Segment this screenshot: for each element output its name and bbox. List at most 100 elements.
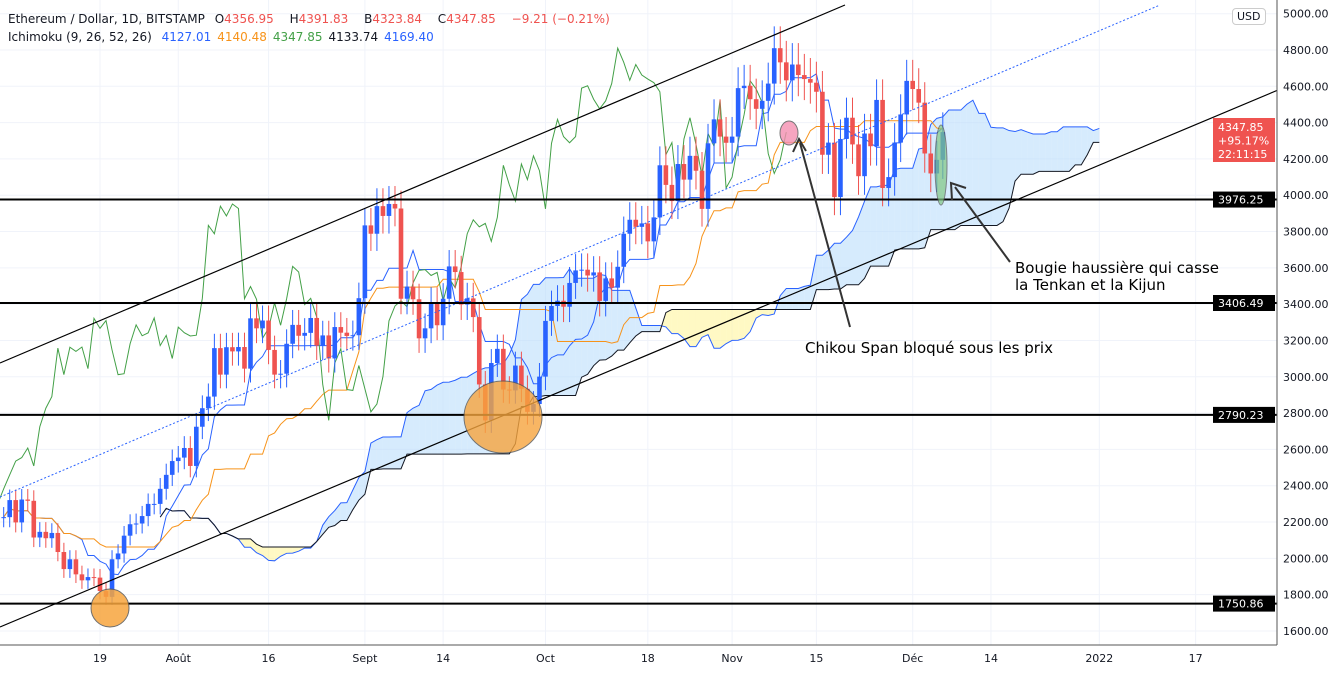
x-tick-label: 18: [641, 652, 655, 665]
y-tick-label: 2600.00: [1283, 443, 1329, 456]
candle-body: [651, 217, 657, 242]
candle-body: [97, 577, 103, 592]
indicator-title[interactable]: Ichimoku (9, 26, 52, 26): [8, 30, 152, 44]
candle-body: [904, 80, 909, 115]
cloud-segment: [738, 309, 745, 341]
cloud-segment: [900, 168, 907, 249]
candle: [320, 320, 326, 360]
candle-body: [422, 328, 428, 339]
arrow-line: [954, 186, 1011, 263]
cloud-segment: [1063, 126, 1070, 172]
cloud-segment: [677, 309, 684, 339]
candle-body: [151, 503, 157, 505]
candle-body: [621, 233, 627, 267]
cloud-segment: [449, 380, 456, 455]
candle-body: [838, 138, 843, 198]
candle: [380, 188, 386, 234]
cloud-segment: [334, 502, 341, 526]
candle-body: [844, 117, 849, 139]
candle-body: [513, 365, 518, 391]
cloud-segment: [665, 309, 672, 334]
candle: [862, 113, 867, 195]
y-tick-label: 1600.00: [1283, 625, 1329, 638]
candle: [549, 290, 554, 336]
candle-body: [109, 559, 115, 597]
candle-body: [332, 327, 338, 359]
candle-body: [49, 532, 55, 539]
candle: [428, 287, 434, 344]
candle-body: [687, 155, 693, 180]
candle-body: [79, 574, 85, 581]
current-price-text: 22:11:15: [1218, 148, 1267, 161]
candle: [910, 59, 915, 110]
level-price-tag: [1213, 191, 1275, 208]
candle-body: [880, 99, 885, 188]
candle-body: [771, 48, 777, 84]
cloud-segment: [370, 439, 377, 470]
candle: [278, 360, 283, 389]
candle: [759, 80, 765, 130]
candle-body: [657, 165, 663, 218]
candle-body: [43, 531, 49, 539]
candle-body: [169, 461, 175, 475]
candle: [290, 309, 295, 359]
highlight-circle: [779, 120, 799, 146]
level-price-tag: [1213, 595, 1275, 612]
cloud-segment: [250, 538, 257, 553]
candle-body: [13, 500, 19, 523]
symbol-title[interactable]: Ethereum / Dollar, 1D, BITSTAMP: [8, 12, 205, 26]
candle-body: [910, 80, 915, 90]
cloud-segment: [1039, 134, 1046, 172]
candle: [458, 255, 464, 320]
candle: [585, 253, 590, 292]
y-tick-label: 3000.00: [1283, 371, 1329, 384]
ichimoku-value: 4140.48: [217, 30, 267, 44]
cloud-segment: [431, 385, 438, 455]
cloud-segment: [358, 471, 365, 501]
cloud-segment: [864, 186, 871, 279]
candle: [188, 436, 193, 478]
x-tick-label: 14: [984, 652, 998, 665]
candle: [85, 568, 91, 589]
candle: [651, 199, 657, 259]
level-price-label: 1750.86: [1218, 598, 1264, 611]
candle-body: [464, 298, 470, 305]
candle-body: [163, 474, 169, 489]
cloud-segment: [262, 546, 269, 561]
level-price-label: 3976.25: [1218, 194, 1264, 207]
candle: [296, 309, 301, 351]
candle: [609, 262, 614, 304]
candle-body: [717, 119, 723, 137]
cloud-segment: [322, 516, 329, 535]
ichimoku-value: 4347.85: [272, 30, 323, 44]
candle-body: [633, 219, 639, 227]
candle-body: [302, 332, 307, 336]
candle-body: [314, 317, 320, 346]
currency-button[interactable]: USD: [1232, 8, 1266, 25]
candle-body: [729, 136, 735, 143]
candle-body: [37, 531, 43, 538]
candle-body: [61, 552, 67, 570]
candle-body: [290, 324, 295, 344]
cloud-segment: [1003, 127, 1010, 222]
candle: [856, 124, 861, 195]
cloud-segment: [810, 255, 817, 310]
candle-body: [693, 155, 699, 171]
candle-body: [699, 170, 705, 209]
cloud-segment: [437, 382, 444, 455]
cloud-segment: [816, 255, 823, 290]
cloud-segment: [647, 325, 654, 332]
candle: [814, 61, 819, 113]
candle-body: [675, 164, 681, 202]
candle: [61, 542, 67, 578]
candle-body: [356, 298, 362, 336]
candle: [681, 145, 687, 199]
candle-body: [753, 99, 759, 109]
cloud-segment: [413, 405, 420, 455]
candle: [832, 123, 837, 216]
candle-body: [567, 282, 572, 307]
candle-body: [579, 269, 584, 271]
candle-body: [495, 348, 500, 364]
candle-body: [549, 305, 554, 321]
